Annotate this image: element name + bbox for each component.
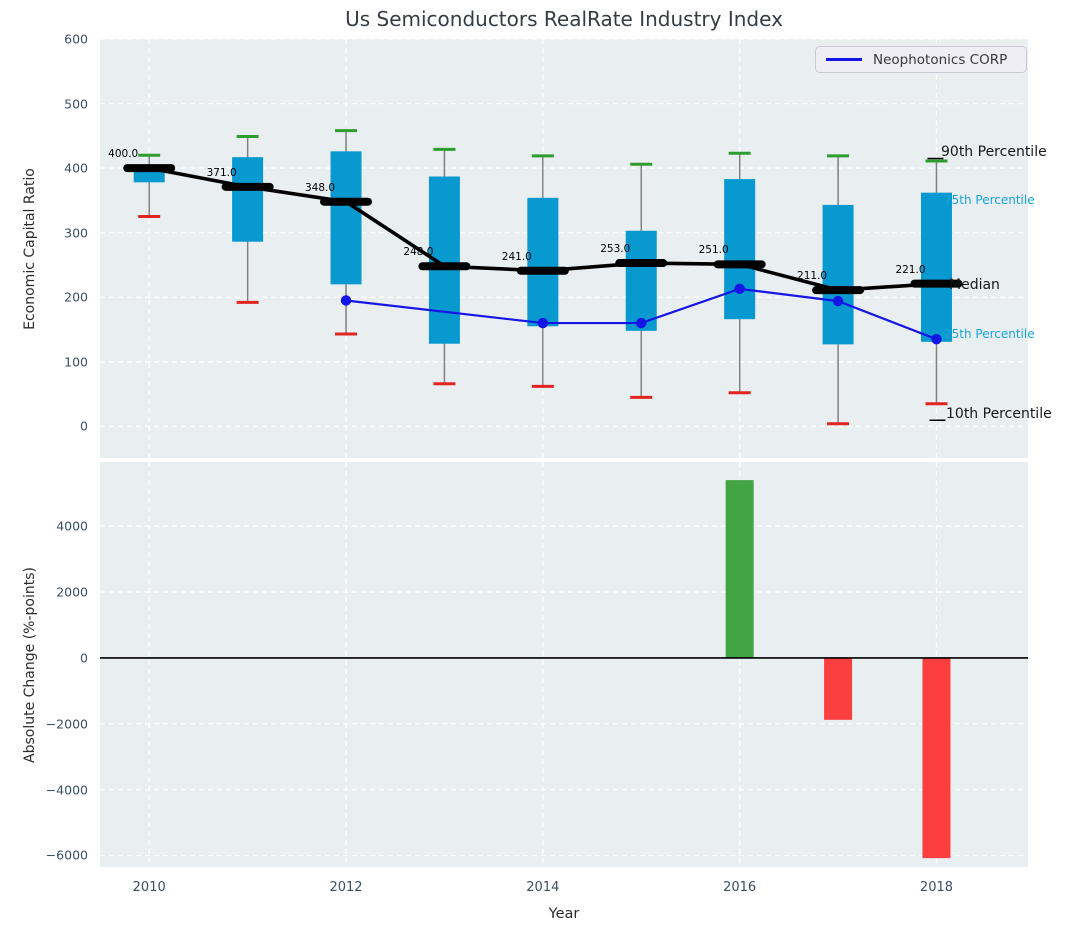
annotation-90th-percentile: 90th Percentile [941,144,1047,161]
annotation-10th-percentile: 10th Percentile [946,405,1052,422]
y-axis-label-bottom: Absolute Change (%-points) [22,566,38,763]
top-y-tick-label: 200 [64,289,88,305]
median-value-label-2010: 400.0 [108,148,139,161]
chart-title: Us Semiconductors RealRate Industry Inde… [345,7,783,31]
median-value-label-2011: 371.0 [206,166,237,179]
x-tick-label: 2018 [919,880,954,895]
annotation-25th-percentile: 25th Percentile [944,326,1035,341]
bottom-y-tick-label: 4000 [56,518,88,534]
iqr-box-2016 [724,179,756,320]
median-value-label-2016: 251.0 [698,244,729,257]
median-value-label-2014: 241.0 [501,250,532,263]
company-point-2016 [734,283,745,295]
median-value-label-2012: 348.0 [304,181,336,194]
annotation-median: Median [949,276,1000,293]
bottom-y-tick-label: −6000 [45,847,88,863]
company-point-2018 [931,334,942,345]
iqr-box-2018 [920,192,952,342]
top-y-tick-label: 600 [64,31,88,47]
iqr-box-2012 [330,151,362,285]
median-value-label-2013: 248.0 [403,246,434,259]
change-bar-2017 [824,657,853,720]
x-tick-label: 2010 [132,880,166,895]
annotation-75th-percentile: 75th Percentile [944,192,1035,207]
median-value-label-2017: 211.0 [797,270,828,283]
top-plot-area [100,39,1028,458]
iqr-box-2014 [527,197,559,327]
top-y-tick-label: 0 [80,418,88,434]
company-point-2012 [340,295,352,306]
bottom-plot-area [100,462,1028,867]
iqr-box-2015 [625,230,657,331]
change-bar-2018 [922,657,951,859]
bottom-y-tick-label: 2000 [56,584,88,600]
bottom-y-tick-label: 0 [80,650,88,666]
iqr-box-2017 [822,204,854,345]
company-point-2015 [636,317,647,329]
company-line [345,287,937,341]
top-y-tick-label: 400 [64,160,88,176]
x-tick-label: 2014 [526,880,560,895]
company-point-2017 [832,295,844,307]
legend: Neophotonics CORP [815,46,1027,73]
legend-line-sample-icon [826,58,862,61]
y-axis-label-top: Economic Capital Ratio [22,167,38,330]
median-value-label-2018: 221.0 [895,263,926,276]
company-point-2014 [537,317,549,329]
median-value-label-2015: 253.0 [600,243,631,256]
x-tick-label: 2016 [723,880,757,895]
legend-label: Neophotonics CORP [873,51,1008,68]
bottom-y-tick-label: −2000 [45,716,88,732]
top-y-tick-label: 100 [64,354,88,370]
iqr-box-2011 [232,157,264,242]
x-axis-label: Year [548,906,580,922]
change-bar-2016 [725,480,754,658]
top-y-tick-label: 300 [64,225,88,241]
top-y-tick-label: 500 [64,96,88,112]
x-tick-label: 2012 [329,880,363,895]
bottom-y-tick-label: −4000 [45,782,88,798]
